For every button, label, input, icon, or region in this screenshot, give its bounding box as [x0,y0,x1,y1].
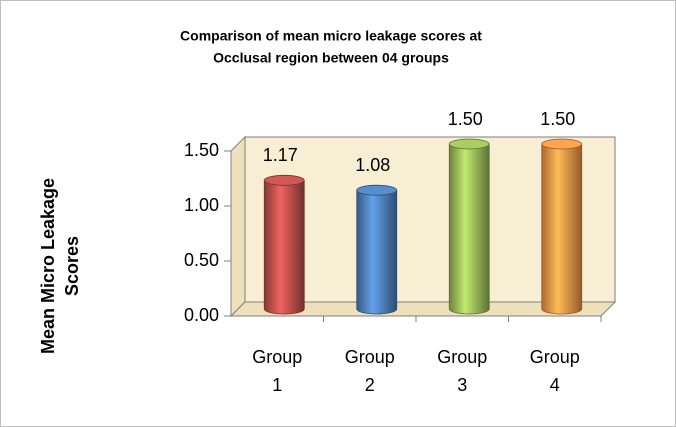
y-axis-title-line: Mean Micro Leakage [38,178,58,354]
bar [541,143,583,315]
bar [263,179,305,315]
bar-top [448,138,490,150]
y-tick-label: 0.50 [184,250,219,270]
x-tick-label: Group 3 [437,347,488,395]
bar [448,143,490,315]
value-label: 1.50 [540,109,575,129]
bar [356,189,398,315]
side-wall [230,135,246,318]
chart-title: Comparison of mean micro leakage scores … [180,28,482,44]
y-axis-title-line: Scores [62,236,82,296]
value-label: 1.17 [263,145,298,165]
chart-title: Occlusal region between 04 groups [213,50,449,66]
y-tick-label: 0.00 [184,305,219,325]
x-tick-label: Group 2 [344,347,395,395]
x-tick-label: Group 4 [529,347,580,395]
y-tick-label: 1.00 [184,195,219,215]
value-label: 1.50 [448,109,483,129]
y-tick-label: 1.50 [184,140,219,160]
value-label: 1.08 [355,155,390,175]
bar-top [356,184,398,196]
bar-top [263,174,305,186]
bar-top [541,138,583,150]
x-tick-label: Group 1 [252,347,303,395]
y-axis-title: Mean Micro Leakage Scores [38,178,82,354]
